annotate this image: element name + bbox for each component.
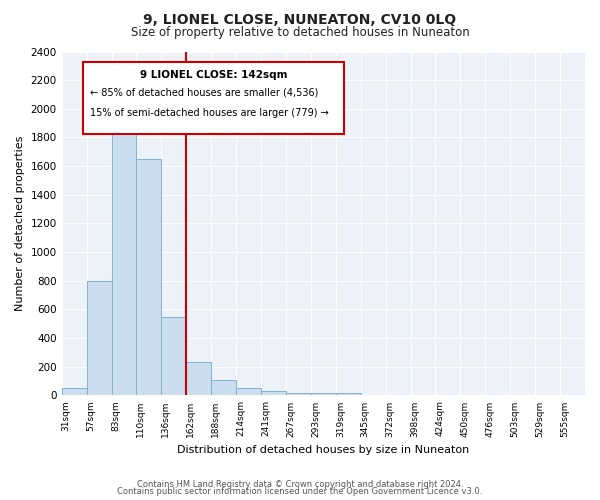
Text: 9 LIONEL CLOSE: 142sqm: 9 LIONEL CLOSE: 142sqm (140, 70, 287, 81)
X-axis label: Distribution of detached houses by size in Nuneaton: Distribution of detached houses by size … (177, 445, 469, 455)
Bar (261, 391, 286, 396)
Y-axis label: Number of detached properties: Number of detached properties (15, 136, 25, 311)
Text: Size of property relative to detached houses in Nuneaton: Size of property relative to detached ho… (131, 26, 469, 39)
Bar (112, 126, 136, 396)
Text: ← 85% of detached houses are smaller (4,536): ← 85% of detached houses are smaller (4,… (91, 88, 319, 98)
Bar (286, 392, 311, 396)
Bar (236, 388, 261, 396)
Text: Contains HM Land Registry data © Crown copyright and database right 2024.: Contains HM Land Registry data © Crown c… (137, 480, 463, 489)
Bar (136, 159, 161, 396)
Bar (186, 362, 211, 396)
FancyBboxPatch shape (83, 62, 344, 134)
Text: Contains public sector information licensed under the Open Government Licence v3: Contains public sector information licen… (118, 487, 482, 496)
Bar (336, 392, 361, 396)
Bar (161, 316, 186, 396)
Bar (86, 281, 112, 396)
Bar (211, 380, 236, 396)
Bar (62, 388, 86, 396)
Bar (311, 394, 336, 396)
Text: 15% of semi-detached houses are larger (779) →: 15% of semi-detached houses are larger (… (91, 108, 329, 118)
Text: 9, LIONEL CLOSE, NUNEATON, CV10 0LQ: 9, LIONEL CLOSE, NUNEATON, CV10 0LQ (143, 12, 457, 26)
